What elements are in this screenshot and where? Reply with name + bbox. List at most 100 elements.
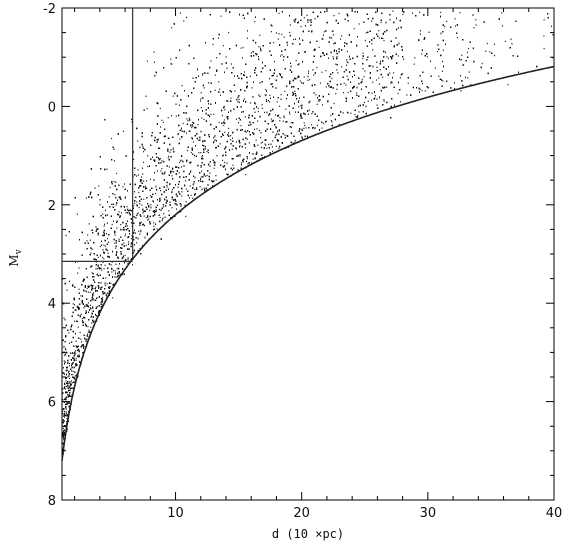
data-point — [390, 81, 392, 83]
data-point — [72, 303, 74, 305]
data-point — [254, 21, 256, 23]
data-point — [214, 162, 216, 164]
data-point — [300, 26, 302, 28]
data-point — [280, 94, 282, 96]
data-point — [468, 71, 470, 73]
data-point — [376, 104, 378, 106]
data-point — [115, 204, 117, 206]
data-point — [131, 118, 132, 120]
data-point — [124, 229, 126, 231]
data-point — [150, 178, 151, 180]
data-point — [164, 173, 166, 175]
data-point — [279, 74, 281, 77]
data-point — [301, 128, 303, 130]
data-point — [222, 159, 224, 161]
data-point — [136, 201, 138, 203]
data-point — [190, 171, 192, 173]
data-point — [145, 185, 147, 187]
data-point — [382, 37, 384, 40]
data-point — [67, 376, 69, 378]
data-point — [189, 197, 190, 199]
data-point — [238, 122, 239, 124]
data-point — [113, 269, 115, 272]
data-point — [356, 92, 358, 94]
data-point — [111, 203, 113, 205]
data-point — [303, 76, 305, 78]
data-point — [137, 140, 139, 142]
data-point — [198, 152, 200, 154]
data-point — [82, 321, 84, 324]
data-point — [397, 92, 399, 95]
data-point — [251, 162, 253, 164]
data-point — [192, 184, 194, 186]
data-point — [63, 360, 65, 362]
data-point — [122, 130, 124, 132]
data-point — [378, 37, 380, 39]
data-point — [87, 335, 89, 337]
data-point — [289, 31, 291, 34]
data-point — [206, 174, 208, 177]
data-point — [203, 87, 205, 89]
data-point — [98, 185, 100, 187]
data-point — [171, 175, 173, 177]
data-point — [246, 138, 248, 140]
data-point — [143, 180, 145, 182]
data-point — [132, 152, 134, 154]
data-point — [196, 187, 198, 189]
data-point — [163, 206, 165, 208]
data-point — [279, 120, 281, 122]
data-point — [230, 135, 232, 137]
data-point — [76, 213, 78, 215]
data-point — [244, 116, 246, 118]
data-point — [185, 188, 187, 190]
data-point — [125, 212, 127, 214]
data-point — [304, 124, 306, 127]
data-point — [192, 121, 194, 124]
data-point — [293, 38, 295, 41]
data-point — [261, 107, 263, 109]
data-point — [272, 150, 274, 153]
data-point — [406, 94, 408, 96]
data-point — [289, 24, 291, 26]
data-point — [494, 54, 496, 57]
data-point — [246, 37, 248, 39]
data-point — [251, 87, 253, 89]
data-point — [124, 254, 126, 257]
data-point — [209, 172, 211, 174]
data-point — [475, 19, 477, 21]
data-point — [83, 278, 85, 280]
data-point — [147, 165, 149, 168]
data-point — [199, 139, 201, 141]
data-point — [362, 57, 364, 60]
data-point — [146, 60, 148, 62]
data-point — [67, 403, 68, 405]
data-point — [172, 148, 174, 151]
data-point — [202, 144, 203, 146]
data-point — [116, 267, 118, 270]
data-point — [311, 112, 313, 115]
data-point — [486, 42, 488, 45]
data-point — [260, 142, 262, 144]
data-point — [81, 344, 83, 346]
data-point — [341, 66, 343, 68]
data-point — [454, 25, 456, 27]
data-point — [149, 194, 151, 197]
data-point — [207, 151, 209, 154]
data-point — [128, 241, 130, 243]
data-point — [138, 191, 140, 194]
data-point — [371, 43, 373, 45]
data-point — [362, 68, 364, 70]
data-point — [122, 186, 124, 188]
data-point — [102, 231, 104, 233]
data-point — [162, 121, 164, 123]
data-point — [65, 349, 67, 351]
data-point — [246, 160, 247, 163]
data-point — [258, 46, 260, 48]
data-point — [200, 98, 202, 100]
data-point — [107, 237, 109, 240]
data-point — [400, 74, 402, 76]
data-point — [153, 225, 155, 227]
data-point — [247, 30, 248, 32]
data-point — [161, 168, 163, 170]
data-point — [200, 152, 202, 154]
